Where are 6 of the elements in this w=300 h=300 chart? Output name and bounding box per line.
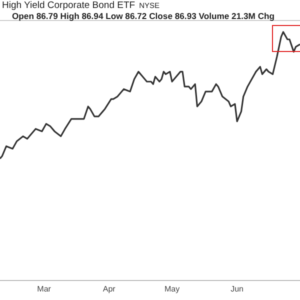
x-tick-label: May [164, 284, 180, 294]
x-tick-label: Mar [37, 284, 52, 294]
chart-subtitle: Open 86.79 High 86.94 Low 86.72 Close 86.93 Volume 21.3M Chg [11, 11, 276, 21]
chart-title: High Yield Corporate Bond ETF [2, 0, 136, 11]
x-tick-label: Jun [230, 284, 244, 294]
x-tick-label: Apr [102, 284, 116, 294]
